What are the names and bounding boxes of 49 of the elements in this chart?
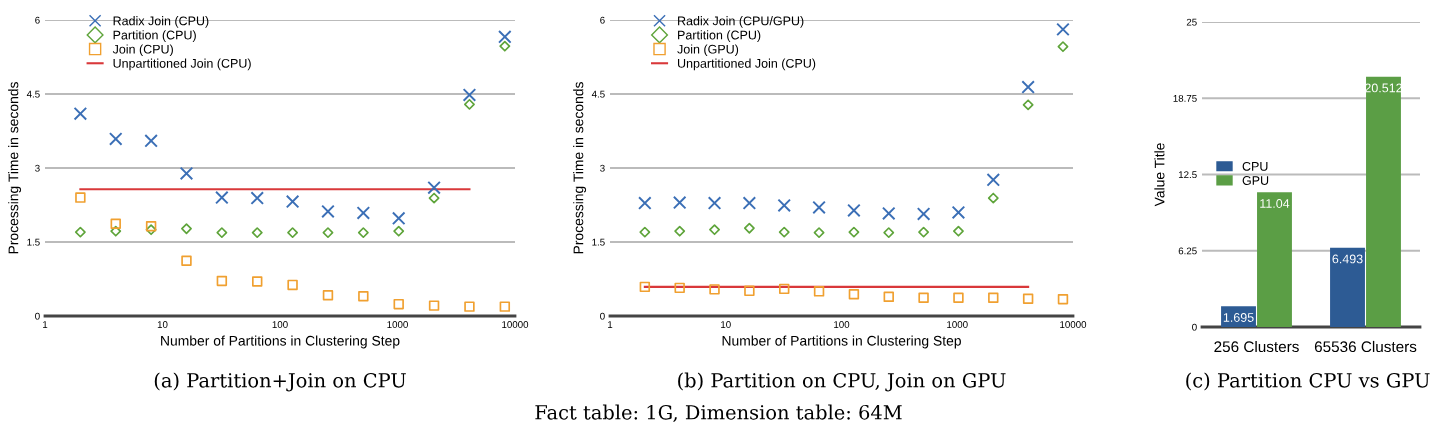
y-tick-label: 25 — [1186, 18, 1197, 26]
y-axis-title: Processing Time in seconds — [8, 82, 22, 254]
text: Fact table: 1G, Dimension table: 64M — [535, 404, 902, 423]
data-label: 11.04 — [1260, 199, 1290, 208]
x-tick-label: 10000 — [502, 321, 529, 328]
text: (a) Partition+Join on CPU — [154, 372, 406, 392]
y-tick-label: 4.5 — [26, 90, 40, 98]
y-axis-title: Processing Time in seconds — [573, 82, 587, 254]
legend-label: Join (GPU) — [677, 44, 739, 57]
y-tick-label: 3 — [600, 164, 605, 172]
y-tick-label: 4.5 — [591, 90, 605, 98]
text: (b) Partition on CPU, Join on GPU — [678, 372, 1006, 392]
y-tick-label: 0 — [600, 312, 605, 320]
x-axis-title: Number of Partitions in Clustering Step — [161, 335, 400, 349]
x-tick-label: 10 — [721, 321, 731, 328]
y-tick-label: 1.5 — [27, 238, 40, 246]
legend-label: Unpartitioned Join (CPU) — [113, 58, 251, 71]
y-tick-label: 0 — [35, 312, 40, 320]
x-tick-label: 65536 Clusters — [1314, 340, 1417, 353]
y-axis-title: Value Title — [1154, 143, 1165, 207]
legend-label: Radix Join (CPU) — [113, 16, 209, 28]
legend-label: Join (CPU) — [112, 44, 173, 57]
legend-label: Radix Join (CPU/GPU) — [678, 16, 804, 28]
x-tick-label: 256 Clusters — [1214, 340, 1299, 353]
x-tick-label: 1 — [43, 321, 48, 328]
legend-label: Unpartitioned Join (CPU) — [678, 58, 816, 71]
y-tick-label: 6 — [35, 16, 40, 24]
text: (c) Partition CPU vs GPU — [1186, 372, 1430, 391]
x-tick-label: 1 — [608, 321, 613, 328]
data-label: 1.695 — [1223, 313, 1254, 322]
y-tick-label: 0 — [1192, 323, 1197, 331]
x-tick-label: 1000 — [387, 321, 408, 328]
y-tick-label: 18.75 — [1173, 94, 1197, 102]
data-label: 6.493 — [1332, 254, 1363, 264]
legend-label: Partition (CPU) — [113, 30, 196, 42]
y-tick-label: 3 — [35, 164, 40, 172]
legend-label: GPU — [1242, 176, 1269, 185]
y-tick-label: 6 — [600, 16, 605, 24]
x-tick-label: 10 — [157, 321, 168, 328]
x-tick-label: 100 — [834, 321, 850, 328]
legend-label: Partition (CPU) — [678, 30, 761, 42]
y-tick-label: 6.25 — [1178, 247, 1197, 255]
legend-label: CPU — [1242, 161, 1268, 171]
x-tick-label: 100 — [272, 321, 288, 328]
y-tick-label: 1.5 — [592, 238, 605, 246]
x-tick-label: 10000 — [1060, 321, 1087, 328]
y-tick-label: 12.5 — [1178, 171, 1197, 179]
x-tick-label: 1000 — [947, 321, 968, 328]
x-axis-title: Number of Partitions in Clustering Step — [722, 335, 961, 349]
